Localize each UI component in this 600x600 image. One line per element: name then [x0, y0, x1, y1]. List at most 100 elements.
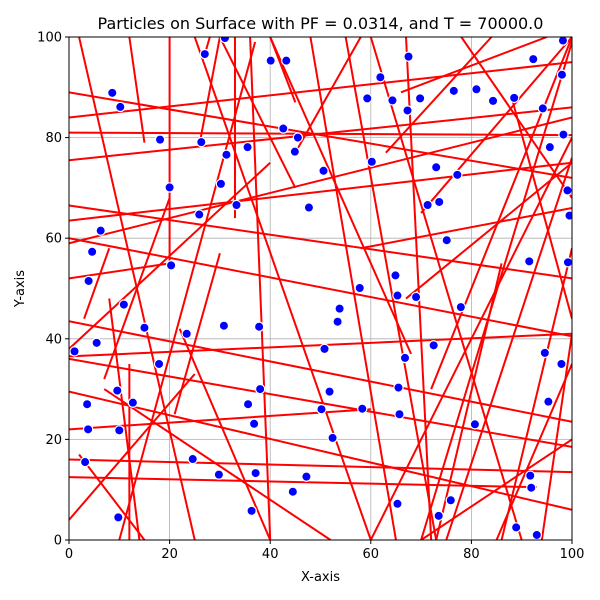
particle-point	[164, 182, 175, 193]
bond-line	[103, 388, 332, 540]
y-tick-label: 40	[45, 332, 62, 347]
bond-line	[420, 438, 572, 540]
bond-line	[198, 37, 221, 143]
particle-point	[357, 403, 368, 414]
particle-point	[526, 482, 537, 493]
particle-point	[430, 162, 442, 173]
particle-point	[525, 470, 536, 481]
particle-point	[558, 129, 569, 140]
particle-point	[414, 93, 426, 104]
particle-point	[218, 320, 230, 331]
bond-line	[369, 137, 572, 540]
particle-layer	[69, 37, 572, 540]
particle-point	[219, 37, 231, 44]
particle-point	[428, 340, 439, 351]
particle-point	[292, 132, 304, 143]
particle-point	[181, 328, 192, 339]
bond-line	[69, 61, 572, 119]
particle-point	[139, 322, 150, 333]
particle-point	[289, 146, 301, 157]
bond-line	[420, 41, 572, 540]
particle-point	[556, 358, 567, 370]
particle-point	[445, 495, 456, 506]
y-tick-label: 100	[37, 31, 62, 46]
bond-line	[83, 247, 111, 320]
particle-point	[112, 385, 123, 396]
particle-point	[81, 398, 93, 410]
particle-point	[562, 185, 572, 196]
tick-layer: 0 20 40 60 80 100 0 20 40 60 80 100	[37, 31, 584, 563]
particle-point	[434, 196, 445, 208]
particle-point	[250, 467, 261, 479]
particle-point	[531, 529, 542, 540]
bond-line	[69, 476, 537, 489]
bond-line	[69, 161, 572, 222]
particle-point	[557, 37, 569, 46]
bond-line	[430, 37, 572, 390]
particle-point	[246, 505, 257, 517]
particle-point	[165, 260, 177, 271]
particle-point	[215, 178, 227, 190]
particle-point	[544, 141, 556, 153]
particle-point	[327, 432, 338, 444]
particle-point	[433, 510, 444, 522]
particle-point	[154, 134, 166, 145]
bond-line	[69, 116, 572, 245]
bond-line	[69, 106, 572, 162]
particle-point	[318, 165, 329, 176]
bond-line	[269, 37, 412, 355]
bond-line	[219, 37, 297, 189]
bond-line	[108, 298, 141, 540]
particle-point	[242, 141, 253, 153]
x-tick-label: 60	[363, 547, 380, 562]
particle-point	[199, 48, 211, 60]
x-tick-label: 100	[560, 547, 585, 562]
chart-title: Particles on Surface with PF = 0.0314, a…	[98, 14, 544, 33]
particle-point	[95, 225, 106, 236]
bond-line	[128, 37, 146, 143]
bond-line	[69, 390, 572, 511]
particle-point	[390, 270, 401, 281]
particle-point	[194, 209, 205, 220]
particle-point	[319, 343, 330, 355]
bond-line	[540, 333, 572, 540]
y-axis-label: Y-axis	[13, 270, 28, 308]
particle-point	[107, 87, 118, 99]
particle-point	[375, 72, 386, 83]
particle-point	[392, 290, 403, 301]
particle-point	[278, 123, 289, 134]
particle-point	[187, 453, 198, 465]
particle-point	[510, 522, 522, 533]
particle-point	[221, 149, 232, 160]
bond-line	[360, 207, 572, 250]
y-tick-label: 20	[45, 433, 62, 448]
bond-line	[495, 363, 572, 540]
particle-point	[452, 169, 463, 181]
particle-point	[524, 256, 535, 267]
particle-point	[113, 512, 124, 523]
bond-line	[69, 332, 572, 358]
particle-point	[114, 425, 125, 436]
bond-line	[69, 91, 572, 179]
particle-point	[334, 303, 345, 314]
particle-point	[69, 346, 80, 357]
x-tick-label: 0	[65, 547, 73, 562]
particle-point	[455, 301, 467, 313]
particle-point	[248, 418, 260, 430]
particle-point	[393, 382, 404, 393]
bond-line	[78, 453, 146, 540]
x-tick-label: 40	[262, 547, 279, 562]
y-tick-label: 80	[45, 131, 62, 146]
bond-line	[173, 253, 221, 415]
particle-point	[402, 105, 413, 116]
bond-line	[178, 328, 272, 540]
particle-point	[242, 398, 254, 410]
particle-point	[303, 202, 315, 213]
particle-point	[83, 275, 94, 287]
particle-point	[562, 257, 572, 268]
particle-point	[118, 299, 130, 310]
particle-point	[543, 396, 554, 407]
bond-line	[249, 37, 272, 540]
particle-point	[487, 95, 499, 107]
particle-point	[324, 386, 335, 397]
